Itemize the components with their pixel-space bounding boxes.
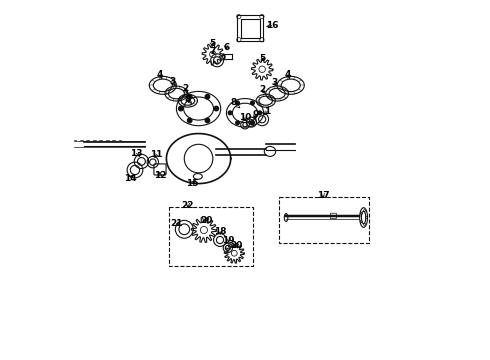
Circle shape xyxy=(258,111,262,115)
Text: 16: 16 xyxy=(266,21,278,30)
Text: 21: 21 xyxy=(170,219,183,228)
Text: 5: 5 xyxy=(260,54,266,63)
Text: 2: 2 xyxy=(259,85,265,94)
Circle shape xyxy=(179,106,183,111)
Text: 14: 14 xyxy=(123,174,136,183)
Text: 5: 5 xyxy=(209,39,215,48)
Circle shape xyxy=(188,118,192,123)
Circle shape xyxy=(228,111,232,115)
Text: 15: 15 xyxy=(186,179,198,188)
Circle shape xyxy=(188,94,192,99)
Text: 8: 8 xyxy=(185,95,192,104)
Text: 17: 17 xyxy=(317,190,329,199)
Text: 3: 3 xyxy=(170,77,176,86)
Circle shape xyxy=(236,101,240,105)
Text: 4: 4 xyxy=(285,70,291,79)
Text: 20: 20 xyxy=(230,240,243,249)
Text: 8: 8 xyxy=(230,98,240,108)
Text: 13: 13 xyxy=(130,149,143,158)
Circle shape xyxy=(214,106,219,111)
Text: 20: 20 xyxy=(200,216,213,225)
Text: 18: 18 xyxy=(214,227,226,236)
Text: 11: 11 xyxy=(150,150,163,159)
Text: 19: 19 xyxy=(222,235,235,244)
Text: 2: 2 xyxy=(182,84,188,93)
Text: 7: 7 xyxy=(209,47,215,56)
Text: 12: 12 xyxy=(154,171,166,180)
Text: 10: 10 xyxy=(239,113,251,122)
Text: 9: 9 xyxy=(252,111,259,120)
Circle shape xyxy=(250,121,254,125)
Circle shape xyxy=(236,121,240,125)
Circle shape xyxy=(205,94,210,99)
Circle shape xyxy=(250,101,254,105)
Text: 3: 3 xyxy=(271,78,277,87)
Text: 6: 6 xyxy=(223,42,229,51)
Text: 4: 4 xyxy=(157,70,163,79)
Circle shape xyxy=(205,118,210,123)
Text: 1: 1 xyxy=(264,107,270,116)
Text: 22: 22 xyxy=(182,201,194,210)
